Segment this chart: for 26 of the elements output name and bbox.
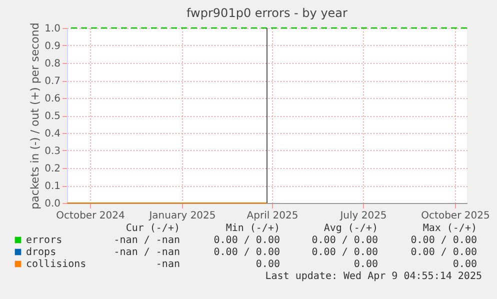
y-axis-title: packets in (-) / out (+) per second <box>28 22 42 210</box>
y-tick-label: 0.1 <box>44 181 60 192</box>
x-tick-label: January 2025 <box>148 210 216 222</box>
y-tick-label: 0.8 <box>44 58 60 70</box>
text: Last update: Wed Apr 9 04:55:14 2025 <box>265 271 482 282</box>
x-tick-label: October 2025 <box>421 210 490 222</box>
y-tick-label: 0.2 <box>44 164 60 174</box>
x-tick-label: October 2024 <box>56 210 125 222</box>
text: -nan 0.00 0.00 0.00 <box>156 259 477 270</box>
chart-title: fwpr901p0 errors - by year <box>186 6 348 20</box>
text: Cur (-/+) Min (-/+) Avg (-/+) Max (-/+) <box>126 223 477 234</box>
y-tick-label: 0.4 <box>44 128 60 140</box>
legend-label: drops <box>26 247 56 258</box>
x-tick-label: April 2025 <box>246 210 298 222</box>
y-tick-label: 0.6 <box>44 94 60 104</box>
y-tick-label: 1.0 <box>44 24 60 34</box>
y-tick-label: 0.9 <box>44 41 60 52</box>
y-tick-label: 0.5 <box>44 111 60 122</box>
text: -nan / -nan 0.00 / 0.00 0.00 / 0.00 0.00 / 0.00 <box>114 235 477 246</box>
y-tick-label: 0.0 <box>44 198 60 210</box>
text: -nan / -nan 0.00 / 0.00 0.00 / 0.00 0.00 / 0.00 <box>114 247 477 258</box>
y-tick-label: 0.3 <box>44 146 60 157</box>
legend-label: collisions <box>26 259 86 270</box>
x-tick-label: July 2025 <box>339 210 387 222</box>
legend-label: errors <box>26 235 62 246</box>
y-tick-label: 0.7 <box>44 76 60 87</box>
